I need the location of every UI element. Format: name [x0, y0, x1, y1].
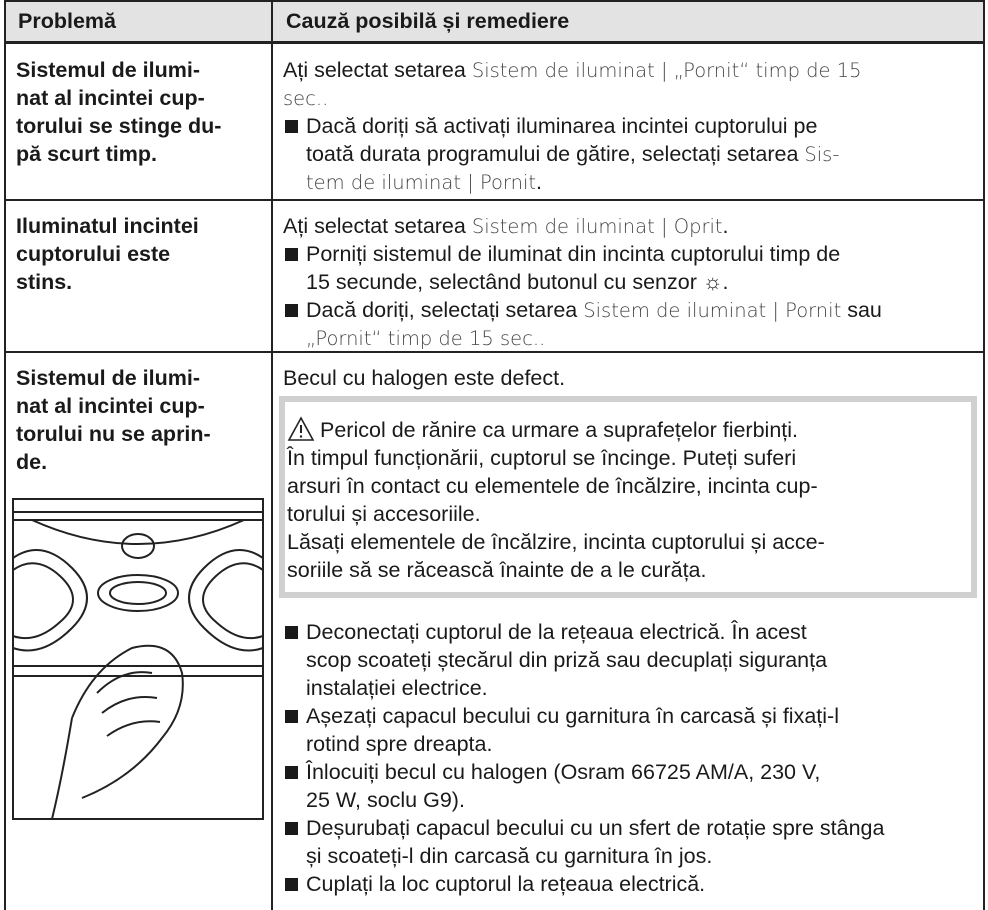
text: Porniți sistemul de iluminat din incinta… — [306, 242, 841, 266]
text: arsuri în contact cu elementele de încăl… — [287, 474, 818, 498]
text: rotind spre dreapta. — [306, 732, 493, 756]
text-line: instalației electrice. — [306, 674, 488, 702]
text: scop scoateți ștecărul din priză sau dec… — [306, 648, 828, 672]
text: Dacă doriți, selectați setarea — [306, 298, 584, 322]
text-line: sec.. — [283, 84, 328, 112]
problem-line: stins. — [16, 270, 73, 294]
text-line: Pericol de rănire ca urmare a suprafețel… — [320, 416, 798, 444]
text: 15 secunde, selectând butonul cu senzor … — [306, 270, 729, 294]
bullet — [285, 248, 298, 261]
text: În timpul funcționării, cuptorul se înci… — [287, 446, 797, 470]
border — [271, 0, 273, 910]
text: . — [722, 214, 729, 238]
problem-line: Iluminatul incintei — [16, 214, 199, 238]
ui-term: „Pornit“ timp de 15 sec.. — [306, 327, 546, 350]
text-line: 15 secunde, selectând butonul cu senzor … — [306, 268, 729, 296]
text: și scoateți-l din carcasă cu garnitura î… — [306, 844, 713, 868]
text: Ați selectat setarea — [283, 214, 472, 238]
problem-line: Sistemul de ilumi- — [16, 58, 200, 82]
text-line: Porniți sistemul de iluminat din incinta… — [306, 240, 840, 268]
text-line: Dacă doriți, selectați setarea Sistem de… — [306, 296, 882, 324]
text-line: Cuplați la loc cuptorul la rețeaua elect… — [306, 870, 705, 898]
illustration — [12, 498, 264, 820]
border — [4, 0, 6, 910]
bullet — [285, 120, 298, 133]
text: toată durata programului de gătire, sele… — [306, 142, 805, 166]
text: . — [536, 170, 543, 194]
header-cell: Cauză posibilă și remediere — [286, 9, 570, 33]
border — [4, 199, 984, 201]
header-cell: Problemă — [18, 9, 116, 33]
text-line: „Pornit“ timp de 15 sec.. — [306, 324, 545, 352]
problem-line: torului nu se aprin- — [16, 422, 211, 446]
bullet — [285, 710, 298, 723]
problem-line: torului se stinge du- — [16, 114, 222, 138]
text-line: soriile să se răcească înainte de a le c… — [287, 556, 706, 584]
problem-line: pă scurt timp. — [16, 142, 157, 166]
problem-line: cuptorului este — [16, 242, 171, 266]
text: instalației electrice. — [306, 676, 488, 700]
text: soriile să se răcească înainte de a le c… — [287, 558, 707, 582]
border — [4, 41, 984, 44]
problem-line: nat al incintei cup- — [16, 394, 205, 418]
problem-line: de. — [16, 450, 48, 474]
text-line: Lăsați elementele de încălzire, incinta … — [287, 528, 825, 556]
text: sau — [841, 298, 882, 322]
text: Lăsați elementele de încălzire, incinta … — [287, 530, 825, 554]
ui-term: sec.. — [283, 87, 329, 110]
text-line: arsuri în contact cu elementele de încăl… — [287, 472, 818, 500]
text: 25 W, soclu G9). — [306, 788, 465, 812]
text: Ați selectat setarea — [283, 58, 472, 82]
bullet — [285, 304, 298, 317]
bullet — [285, 878, 298, 891]
text-line: Așezați capacul becului cu garnitura în … — [306, 702, 839, 730]
header-bg — [4, 0, 984, 42]
warning-box — [279, 396, 977, 598]
text: Cuplați la loc cuptorul la rețeaua elect… — [306, 872, 706, 896]
text-line: și scoateți-l din carcasă cu garnitura î… — [306, 842, 712, 870]
text-line: Becul cu halogen este defect. — [283, 364, 565, 392]
ui-term: Sistem de iluminat | Oprit — [471, 215, 723, 238]
text: Deșurubați capacul becului cu un sfert d… — [306, 816, 885, 840]
text: Așezați capacul becului cu garnitura în … — [306, 704, 839, 728]
text-line: Deșurubați capacul becului cu un sfert d… — [306, 814, 884, 842]
text-line: Dacă doriți să activați iluminarea incin… — [306, 112, 817, 140]
ui-term: tem de iluminat | Pornit — [306, 171, 537, 194]
text: Înlocuiți becul cu halogen (Osram 66725 … — [306, 760, 821, 784]
text-line: toată durata programului de gătire, sele… — [306, 140, 839, 168]
text-line: În timpul funcționării, cuptorul se înci… — [287, 444, 796, 472]
warning-icon — [287, 416, 315, 441]
text-line: Înlocuiți becul cu halogen (Osram 66725 … — [306, 758, 820, 786]
bullet — [285, 822, 298, 835]
border — [4, 0, 984, 2]
text: Dacă doriți să activați iluminarea incin… — [306, 114, 818, 138]
ui-term: Sis- — [804, 143, 840, 166]
problem-line: Sistemul de ilumi- — [16, 366, 200, 390]
text-line: scop scoateți ștecărul din priză sau dec… — [306, 646, 827, 674]
text-line: 25 W, soclu G9). — [306, 786, 465, 814]
border — [4, 351, 984, 353]
bullet — [285, 766, 298, 779]
text: torului și accesoriile. — [287, 502, 481, 526]
ui-term: Sistem de iluminat | Pornit — [583, 299, 842, 322]
text: Deconectați cuptorul de la rețeaua elect… — [306, 620, 807, 644]
text-line: tem de iluminat | Pornit. — [306, 168, 542, 196]
text-line: Ați selectat setarea Sistem de iluminat … — [283, 212, 729, 240]
text: Becul cu halogen este defect. — [283, 366, 566, 390]
problem-line: nat al incintei cup- — [16, 86, 205, 110]
bullet — [285, 626, 298, 639]
text-line: torului și accesoriile. — [287, 500, 481, 528]
border — [983, 0, 985, 910]
text-line: Deconectați cuptorul de la rețeaua elect… — [306, 618, 807, 646]
ui-term: Sistem de iluminat | „Pornit“ timp de 15 — [471, 59, 862, 82]
text-line: Ați selectat setarea Sistem de iluminat … — [283, 56, 862, 84]
text-line: rotind spre dreapta. — [306, 730, 492, 758]
text: Pericol de rănire ca urmare a suprafețel… — [320, 418, 798, 442]
